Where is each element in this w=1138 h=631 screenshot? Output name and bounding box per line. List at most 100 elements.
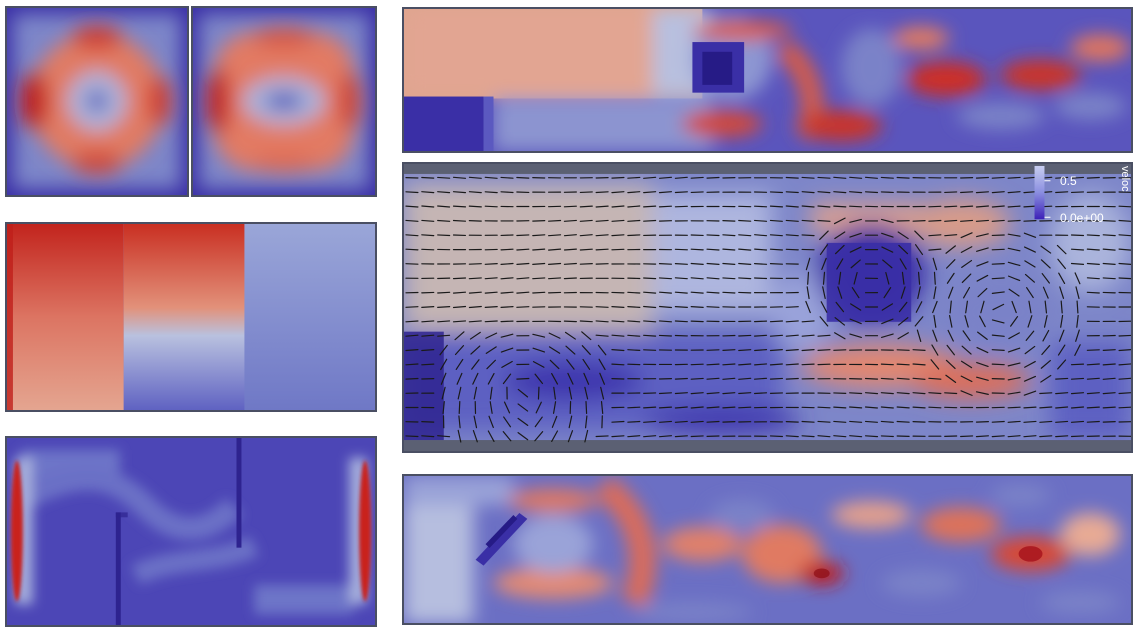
velocity-vector-glyph <box>581 331 592 341</box>
velocity-vector-glyph <box>946 272 955 284</box>
velocity-vector-glyph <box>674 420 688 423</box>
velocity-vector-glyph <box>674 406 688 409</box>
velocity-vector-glyph <box>405 363 419 366</box>
velocity-vector-glyph <box>817 191 831 194</box>
velocity-vector-glyph <box>1007 391 1021 395</box>
velocity-vector-glyph <box>722 392 736 395</box>
velocity-vector-glyph <box>1086 377 1100 380</box>
velocity-vector-glyph <box>898 301 908 313</box>
velocity-vector-glyph <box>944 219 958 222</box>
velocity-vector-glyph <box>753 263 768 265</box>
velocity-vector-glyph <box>452 191 467 194</box>
velocity-vector-glyph <box>785 306 799 308</box>
velocity-vector-glyph <box>834 317 846 326</box>
velocity-vector-glyph <box>833 191 847 194</box>
velocity-vector-glyph <box>880 435 894 438</box>
velocity-vector-glyph <box>532 262 546 265</box>
velocity-vector-glyph <box>658 406 673 409</box>
velocity-vector-glyph <box>880 420 894 423</box>
velocity-vector-glyph <box>1024 260 1036 268</box>
velocity-vector-glyph <box>1007 176 1021 179</box>
velocity-vector-glyph <box>1007 362 1021 367</box>
velocity-vector-glyph <box>564 331 576 340</box>
velocity-vector-glyph <box>658 263 673 265</box>
velocity-vector-glyph <box>1023 191 1037 194</box>
velocity-vector-glyph <box>1070 435 1085 438</box>
velocity-vector-glyph <box>643 219 657 222</box>
velocity-vector-glyph <box>532 234 546 237</box>
velocity-vector-glyph <box>1118 406 1131 409</box>
velocity-vector-glyph <box>1070 176 1085 179</box>
velocity-vector-glyph <box>485 346 497 354</box>
velocity-vector-glyph <box>674 291 688 294</box>
velocity-vector-glyph <box>932 329 938 342</box>
velocity-vector-glyph <box>864 420 878 423</box>
velocity-vector-glyph <box>1102 406 1116 409</box>
velocity-vector-glyph <box>551 415 558 428</box>
velocity-vector-glyph <box>976 346 989 354</box>
velocity-vector-glyph <box>1118 392 1131 395</box>
velocity-vector-glyph <box>801 320 815 323</box>
velocity-vector-glyph <box>753 392 768 395</box>
velocity-vector-glyph <box>948 286 954 299</box>
velocity-vector-glyph <box>567 372 574 385</box>
velocity-vector-field: 0.5 0.0e+00 veloc <box>402 162 1133 453</box>
velocity-vector-glyph <box>1023 435 1037 438</box>
velocity-vector-glyph <box>548 262 562 265</box>
velocity-vector-glyph <box>817 420 831 423</box>
velocity-vector-glyph <box>484 306 498 308</box>
velocity-vector-glyph <box>897 231 909 240</box>
velocity-field-square-b <box>191 6 377 197</box>
velocity-vector-glyph <box>405 349 419 352</box>
velocity-vector-glyph <box>785 334 799 337</box>
velocity-vector-glyph <box>822 286 826 300</box>
velocity-vector-glyph <box>674 435 688 438</box>
velocity-vector-glyph <box>1075 329 1080 342</box>
velocity-vector-glyph <box>674 176 688 179</box>
velocity-vector-glyph <box>627 176 641 179</box>
velocity-vector-glyph <box>991 420 1005 423</box>
velocity-vector-glyph <box>595 320 609 323</box>
velocity-vector-glyph <box>1043 314 1048 328</box>
velocity-vector-glyph <box>1086 363 1100 366</box>
velocity-vector-glyph <box>833 435 847 438</box>
velocity-vector-glyph <box>916 257 922 271</box>
velocity-vector-glyph <box>599 372 605 385</box>
velocity-vector-glyph <box>801 363 815 366</box>
velocity-vector-glyph <box>690 406 704 409</box>
velocity-vector-glyph <box>945 374 957 383</box>
velocity-vector-glyph <box>1070 406 1085 409</box>
velocity-vector-glyph <box>960 205 974 208</box>
velocity-vector-glyph <box>836 258 844 270</box>
velocity-vector-glyph <box>485 332 498 339</box>
velocity-vector-glyph <box>769 191 784 194</box>
velocity-vector-glyph <box>1055 377 1069 380</box>
velocity-vector-glyph <box>532 248 546 251</box>
velocity-vector-glyph <box>834 332 846 340</box>
velocity-vector-glyph <box>405 248 419 251</box>
velocity-vector-glyph <box>674 263 688 265</box>
velocity-vector-glyph <box>1102 220 1116 222</box>
velocity-vector-glyph <box>421 219 435 222</box>
velocity-vector-glyph <box>405 234 419 237</box>
velocity-vector-glyph <box>833 420 847 423</box>
velocity-vector-glyph <box>960 375 973 383</box>
velocity-vector-glyph <box>442 400 445 415</box>
velocity-vector-glyph <box>1008 288 1020 297</box>
velocity-vector-glyph <box>753 205 768 208</box>
velocity-vector-glyph <box>960 390 973 396</box>
velocity-vector-glyph <box>1118 234 1131 237</box>
velocity-vector-glyph <box>1086 291 1100 294</box>
velocity-vector-glyph <box>405 377 419 380</box>
velocity-vector-glyph <box>452 176 467 179</box>
velocity-vector-glyph <box>487 430 495 443</box>
velocity-vector-glyph <box>581 345 591 356</box>
velocity-vector-glyph <box>912 220 926 222</box>
velocity-vector-glyph <box>864 191 879 194</box>
velocity-vector-glyph <box>801 205 815 208</box>
velocity-vector-glyph <box>964 315 969 328</box>
velocity-vector-glyph <box>563 277 577 280</box>
velocity-vector-glyph <box>849 406 863 409</box>
velocity-vector-glyph <box>452 219 467 222</box>
velocity-vector-glyph <box>1055 406 1069 409</box>
